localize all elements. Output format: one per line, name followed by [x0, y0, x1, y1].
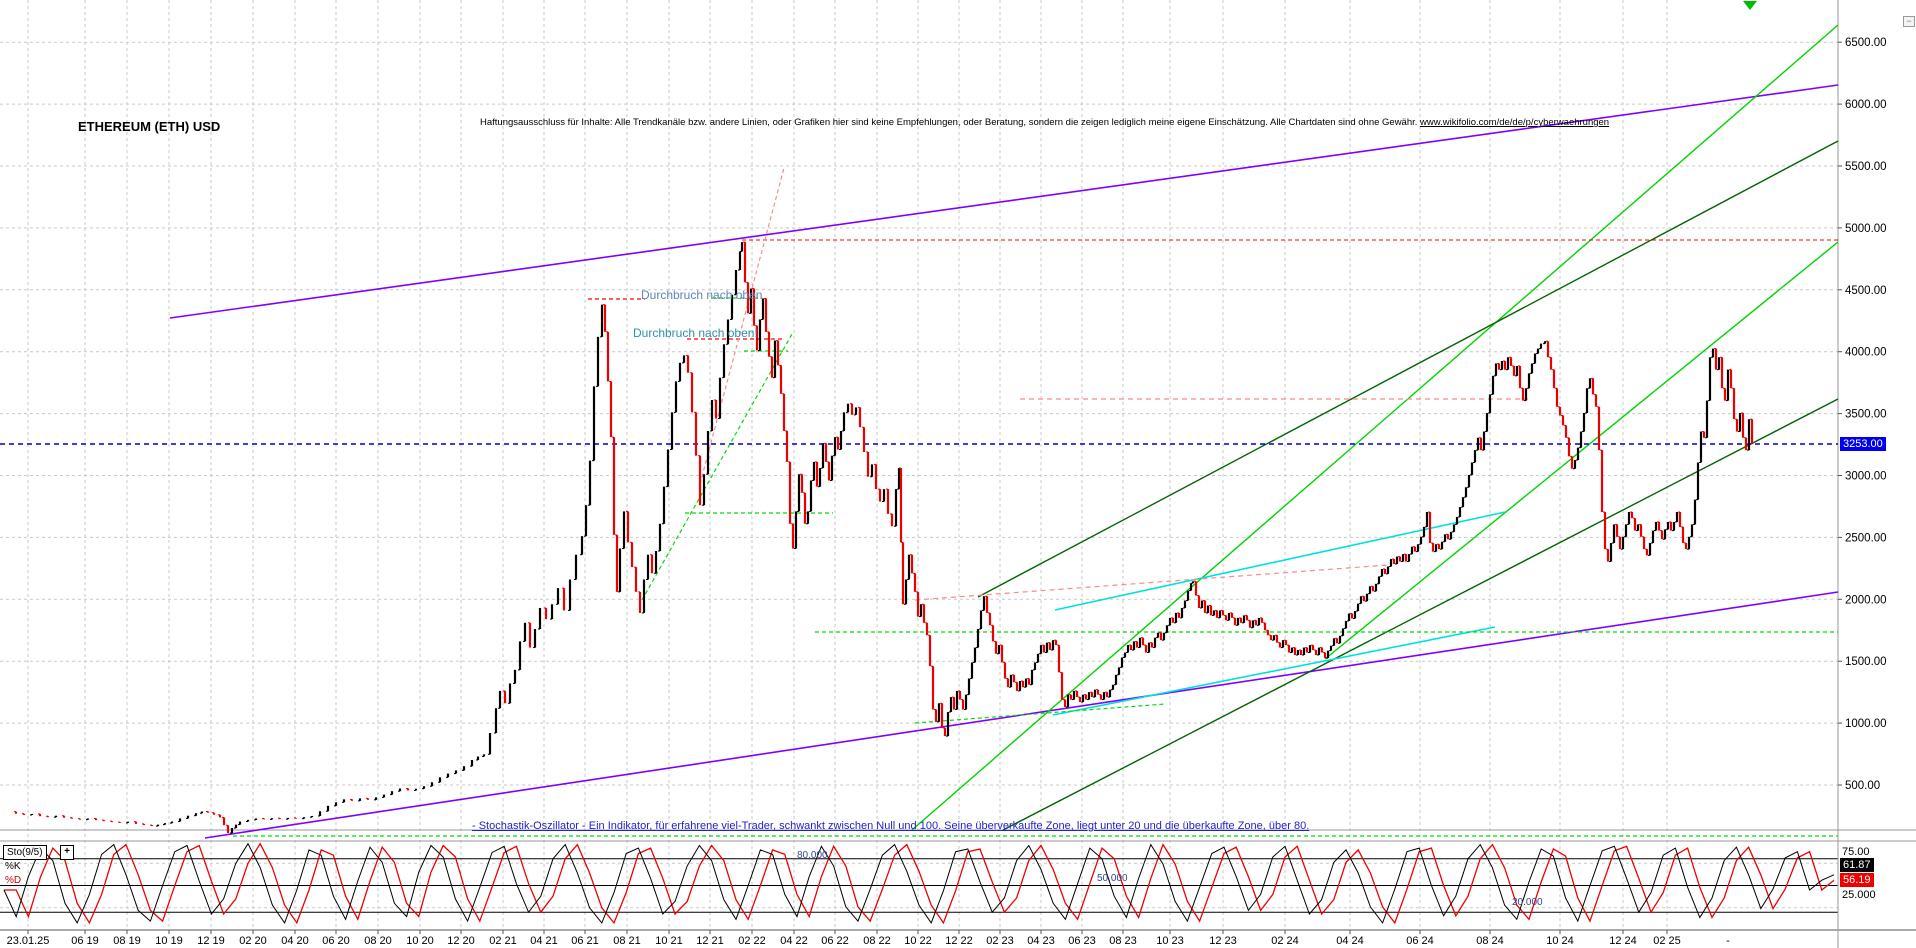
svg-text:06 22: 06 22	[821, 935, 849, 947]
svg-text:12 22: 12 22	[945, 935, 973, 947]
svg-text:4000.00: 4000.00	[1845, 347, 1887, 359]
disclaimer-body: Haftungsausschluss für Inhalte: Alle Tre…	[480, 117, 1421, 128]
svg-text:08 23: 08 23	[1109, 935, 1137, 947]
indicator-expand-icon[interactable]: +	[60, 845, 74, 860]
svg-text:10 20: 10 20	[406, 935, 434, 947]
svg-text:06 20: 06 20	[322, 935, 350, 947]
svg-text:20.000: 20.000	[1512, 897, 1543, 908]
svg-text:04 23: 04 23	[1027, 935, 1055, 947]
svg-text:02 21: 02 21	[489, 935, 517, 947]
svg-text:06 23: 06 23	[1068, 935, 1096, 947]
svg-text:12 23: 12 23	[1209, 935, 1237, 947]
chart-title: ETHEREUM (ETH) USD	[78, 119, 221, 134]
svg-text:02 24: 02 24	[1271, 935, 1299, 947]
stochastic-d-label: %D	[5, 875, 22, 886]
svg-text:10 19: 10 19	[155, 935, 183, 947]
svg-text:06 21: 06 21	[571, 935, 599, 947]
svg-text:08 20: 08 20	[364, 935, 392, 947]
svg-text:12 20: 12 20	[447, 935, 475, 947]
disclaimer-text: Haftungsausschluss für Inhalte: Alle Tre…	[480, 117, 1609, 128]
svg-text:1500.00: 1500.00	[1845, 656, 1887, 668]
svg-text:12 19: 12 19	[197, 935, 225, 947]
svg-text:02 20: 02 20	[239, 935, 267, 947]
oscillator-75-label: 75.00	[1842, 846, 1870, 858]
svg-text:500.00: 500.00	[1845, 780, 1880, 792]
svg-text:10 23: 10 23	[1156, 935, 1184, 947]
stochastic-k-value-badge: 61.87	[1840, 858, 1874, 872]
svg-text:10 24: 10 24	[1546, 935, 1574, 947]
annotation-breakout-up-2: Durchbruch nach oben!	[633, 326, 758, 340]
svg-text:04 22: 04 22	[780, 935, 808, 947]
svg-text:4500.00: 4500.00	[1845, 285, 1887, 297]
stochastic-description: - Stochastik-Oszillator - Ein Indikator,…	[472, 820, 1310, 832]
collapse-button[interactable]: −	[1903, 16, 1915, 27]
svg-text:02 25: 02 25	[1653, 935, 1681, 947]
svg-text:02 23: 02 23	[986, 935, 1014, 947]
svg-text:1000.00: 1000.00	[1845, 718, 1887, 730]
stochastic-k-label: %K	[5, 861, 21, 872]
svg-text:50.000: 50.000	[1097, 873, 1128, 884]
svg-text:-: -	[1726, 935, 1730, 947]
svg-text:04 24: 04 24	[1336, 935, 1364, 947]
svg-text:5500.00: 5500.00	[1845, 161, 1887, 173]
svg-text:6500.00: 6500.00	[1845, 37, 1887, 49]
stochastic-d-value-badge: 56.19	[1840, 873, 1874, 887]
svg-text:5000.00: 5000.00	[1845, 223, 1887, 235]
svg-text:6000.00: 6000.00	[1845, 99, 1887, 111]
svg-text:04 20: 04 20	[281, 935, 309, 947]
current-price-badge: 3253.00	[1840, 437, 1886, 451]
oscillator-25-label: 25.000	[1842, 889, 1876, 901]
svg-text:23.01.25: 23.01.25	[7, 935, 50, 947]
svg-text:06 19: 06 19	[71, 935, 99, 947]
svg-text:08 22: 08 22	[863, 935, 891, 947]
svg-text:12 24: 12 24	[1609, 935, 1637, 947]
svg-text:2500.00: 2500.00	[1845, 532, 1887, 544]
svg-text:06 24: 06 24	[1406, 935, 1434, 947]
svg-text:3500.00: 3500.00	[1845, 409, 1887, 421]
svg-text:12 21: 12 21	[696, 935, 724, 947]
indicator-name-box[interactable]: Sto(9/5)	[3, 845, 47, 860]
svg-text:2000.00: 2000.00	[1845, 594, 1887, 606]
svg-text:3000.00: 3000.00	[1845, 471, 1887, 483]
svg-text:10 22: 10 22	[904, 935, 932, 947]
svg-text:08 21: 08 21	[613, 935, 641, 947]
svg-text:08 24: 08 24	[1476, 935, 1504, 947]
svg-text:02 22: 02 22	[738, 935, 766, 947]
disclaimer-link[interactable]: www.wikifolio.com/de/de/p/cyberwaehrunge…	[1420, 117, 1610, 128]
annotation-breakout-up-1: Durchbruch nach oben	[641, 288, 763, 302]
svg-text:10 21: 10 21	[655, 935, 683, 947]
svg-text:04 21: 04 21	[530, 935, 558, 947]
svg-text:80.000: 80.000	[797, 850, 828, 861]
svg-text:08 19: 08 19	[113, 935, 141, 947]
